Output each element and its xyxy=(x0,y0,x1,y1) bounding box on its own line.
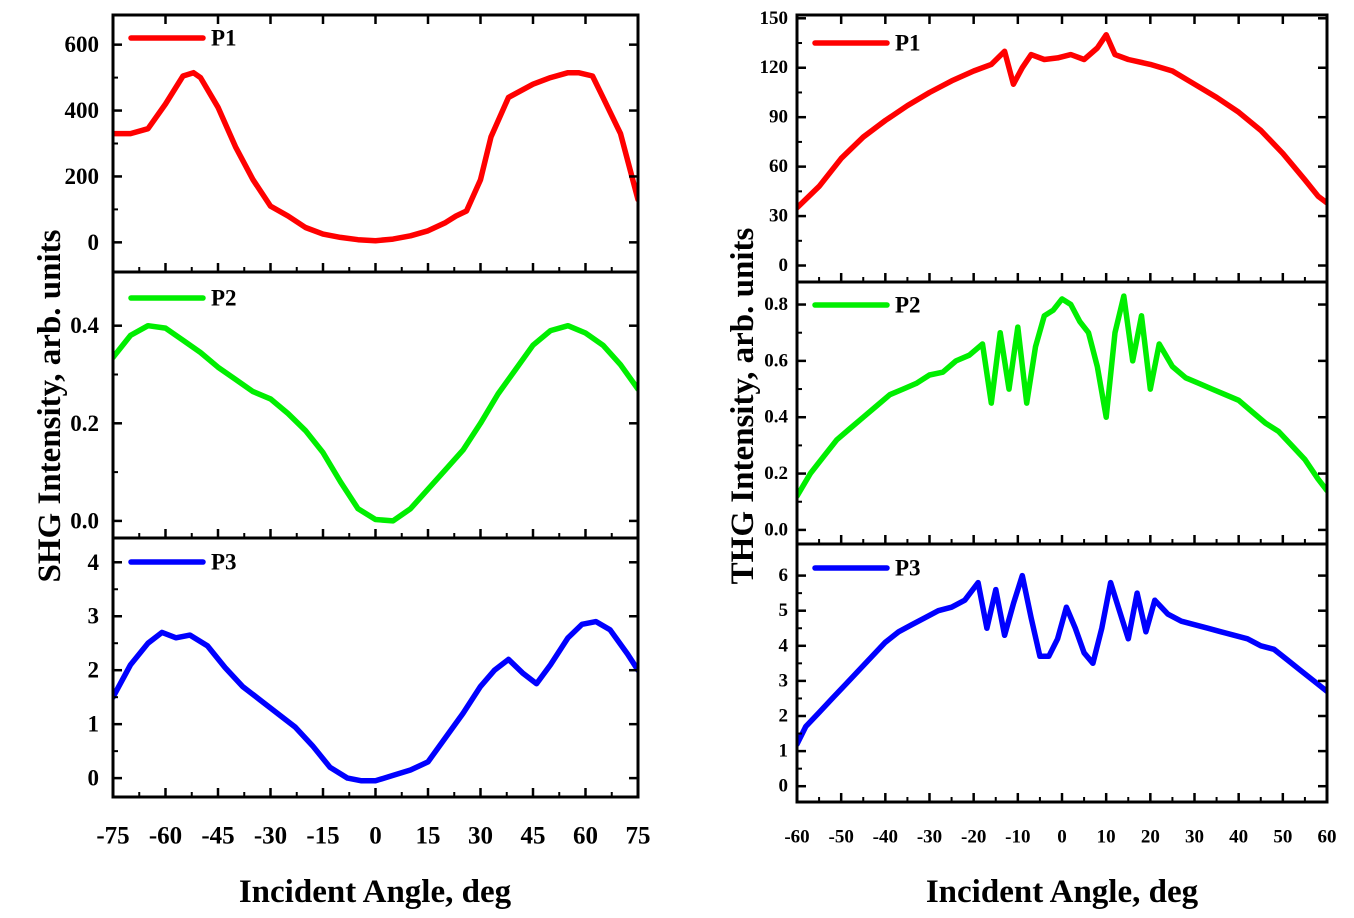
y-tick-label: 1 xyxy=(779,741,789,762)
y-tick-label: 4 xyxy=(779,635,789,656)
x-tick-label: 30 xyxy=(468,823,493,850)
thg-panel-1: 0 30 60 90 120 150 P1 xyxy=(760,8,1329,284)
x-tick-label: -20 xyxy=(961,827,986,848)
x-tick-label: 60 xyxy=(1318,827,1337,848)
thg-panel-2: 0.0 0.2 0.4 0.6 0.8 P2 xyxy=(764,280,1329,546)
series-line-p1 xyxy=(113,69,638,244)
series-line-p2 xyxy=(797,293,1327,499)
thg-panel-3: 0 1 2 3 4 5 6 P3 xyxy=(779,542,1329,804)
y-tick-label: 0.6 xyxy=(764,350,788,371)
y-tick-label: 30 xyxy=(769,206,788,227)
y-tick-label: 0 xyxy=(88,230,100,255)
shg-panel-1: 0 200 400 600 P1 xyxy=(65,13,640,274)
y-tick-label: 0 xyxy=(779,776,789,797)
panel-frame xyxy=(795,280,1329,546)
y-tick-label: 0.2 xyxy=(764,463,788,484)
panel-frame xyxy=(111,13,640,274)
series-line-p3 xyxy=(113,618,638,784)
x-axis-title: Incident Angle, deg xyxy=(239,874,512,910)
y-tick-label: 150 xyxy=(760,8,789,29)
legend-label-p2: P2 xyxy=(895,293,921,318)
x-tick-label: -60 xyxy=(784,827,809,848)
series-line-p2 xyxy=(113,322,638,524)
x-tick-label: -40 xyxy=(873,827,898,848)
series-line-p3 xyxy=(797,572,1327,747)
x-tick-label: 30 xyxy=(1185,827,1204,848)
y-tick-label: 0.4 xyxy=(70,313,99,338)
y-tick-label: 0.0 xyxy=(764,519,788,540)
y-tick-label: 1 xyxy=(88,712,100,737)
y-tick-label: 0 xyxy=(779,255,789,276)
x-tick-label: 40 xyxy=(1229,827,1248,848)
legend-label-p1: P1 xyxy=(211,26,237,51)
x-tick-label: -10 xyxy=(1005,827,1030,848)
y-tick-label: 0.0 xyxy=(70,508,99,533)
shg-panel-3: 0 1 2 3 4 P3 xyxy=(88,536,640,799)
series-line-p1 xyxy=(797,32,1327,211)
y-tick-label: 2 xyxy=(88,658,100,683)
x-axis-title: Incident Angle, deg xyxy=(926,874,1199,910)
x-tick-label: -30 xyxy=(917,827,942,848)
legend-label-p1: P1 xyxy=(895,31,921,56)
shg-panel-2: 0.0 0.2 0.4 P2 xyxy=(70,270,640,540)
x-tick-label: -15 xyxy=(306,823,339,850)
x-tick-label: -60 xyxy=(149,823,182,850)
x-tick-label: 0 xyxy=(1057,827,1067,848)
legend-label-p3: P3 xyxy=(211,550,237,575)
y-axis-title: SHG Intensity, arb. units xyxy=(32,229,68,582)
y-tick-label: 2 xyxy=(779,706,789,727)
x-tick-label: 50 xyxy=(1273,827,1292,848)
legend-label-p3: P3 xyxy=(895,556,921,581)
x-tick-label: 0 xyxy=(369,823,382,850)
x-tick-label: -45 xyxy=(201,823,234,850)
x-tick-label: -75 xyxy=(96,823,129,850)
y-tick-label: 6 xyxy=(779,565,789,586)
y-tick-label: 200 xyxy=(65,164,100,189)
legend-label-p2: P2 xyxy=(211,286,237,311)
x-tick-label: 15 xyxy=(416,823,441,850)
y-tick-label: 3 xyxy=(88,604,100,629)
y-tick-label: 400 xyxy=(65,98,100,123)
y-tick-label: 600 xyxy=(65,32,100,57)
x-tick-label: 20 xyxy=(1141,827,1160,848)
y-tick-label: 90 xyxy=(769,107,788,128)
y-tick-label: 0.8 xyxy=(764,294,788,315)
y-tick-label: 0.2 xyxy=(70,411,99,436)
x-tick-label: 75 xyxy=(626,823,651,850)
x-tick-label: 45 xyxy=(521,823,546,850)
y-tick-label: 120 xyxy=(760,57,789,78)
y-tick-label: 5 xyxy=(779,600,789,621)
y-tick-label: 0.4 xyxy=(764,407,788,428)
panel-frame xyxy=(111,536,640,799)
y-tick-label: 60 xyxy=(769,156,788,177)
x-tick-label: -50 xyxy=(829,827,854,848)
x-tick-label: 60 xyxy=(573,823,598,850)
x-tick-label: -30 xyxy=(254,823,287,850)
panel-frame xyxy=(111,270,640,540)
thg-chart: 0 30 60 90 120 150 P1 0.0 0.2 0.4 0.6 0.8 P2 0 1 2 3 4 5 6 P… xyxy=(725,8,1337,910)
y-tick-label: 4 xyxy=(88,550,100,575)
y-axis-title: THG Intensity, arb. units xyxy=(725,228,761,585)
x-tick-label: 10 xyxy=(1097,827,1116,848)
panel-frame xyxy=(795,542,1329,804)
y-tick-label: 3 xyxy=(779,670,789,691)
y-tick-label: 0 xyxy=(88,766,100,791)
